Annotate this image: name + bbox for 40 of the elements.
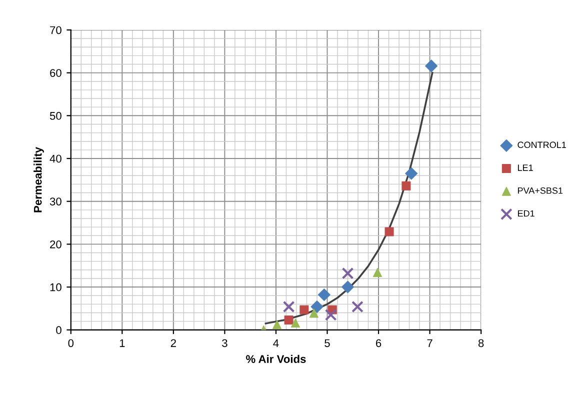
point <box>272 320 282 330</box>
point <box>384 227 394 236</box>
point <box>300 305 309 314</box>
point <box>324 308 337 321</box>
legend-label: PVA+SBS1 <box>518 187 563 194</box>
x-tick-label: 6 <box>376 339 382 348</box>
x-tick-label: 2 <box>170 339 176 347</box>
point <box>342 267 354 280</box>
y-tick-label: 0 <box>56 326 62 334</box>
point <box>310 300 324 313</box>
y-tick-label: 70 <box>50 26 62 34</box>
y-tick-label: 60 <box>50 69 62 77</box>
y-tick-label: 20 <box>50 240 62 248</box>
x-axis-title: % Air Voids <box>246 354 306 363</box>
point <box>402 181 411 190</box>
point <box>352 300 364 313</box>
legend-label: CONTROL1 <box>518 142 566 148</box>
x-tick-label: 5 <box>324 339 330 348</box>
point <box>425 60 438 72</box>
y-tick-label: 50 <box>50 112 62 120</box>
y-tick-label: 40 <box>50 154 62 163</box>
point <box>405 167 418 180</box>
point <box>284 316 294 325</box>
point <box>318 288 330 301</box>
point <box>290 318 300 328</box>
legend-label: LE1 <box>518 164 533 171</box>
y-tick-label: 10 <box>50 283 62 292</box>
x-tick-label: 0 <box>68 339 74 348</box>
x-tick-label: 7 <box>427 339 432 347</box>
point <box>372 268 382 277</box>
x-tick-label: 1 <box>120 339 125 347</box>
y-axis-title: Permeability <box>34 146 44 212</box>
point <box>342 280 354 294</box>
point <box>282 300 295 313</box>
x-tick-label: 8 <box>478 339 484 348</box>
x-tick-label: 4 <box>273 339 279 347</box>
y-tick-label: 30 <box>50 198 62 206</box>
point <box>309 308 318 318</box>
legend-label: ED1 <box>518 210 534 217</box>
x-tick-label: 3 <box>222 339 228 348</box>
